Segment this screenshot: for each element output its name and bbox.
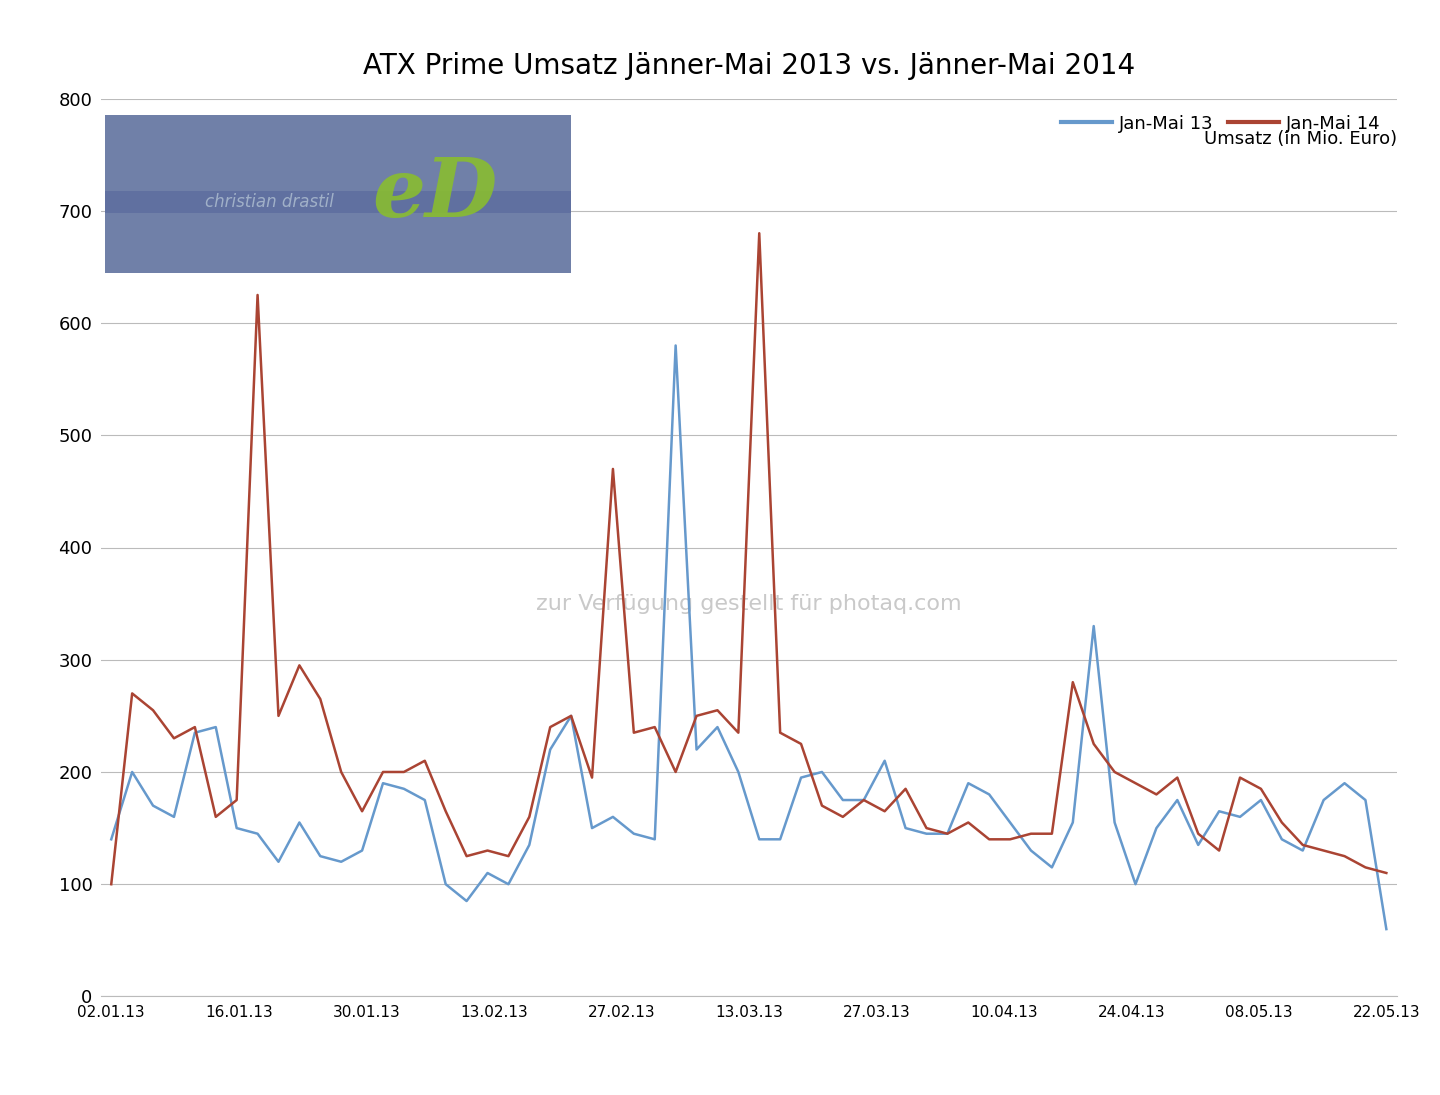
Text: Umsatz (in Mio. Euro): Umsatz (in Mio. Euro) <box>1204 130 1397 148</box>
Bar <box>105 191 572 214</box>
Text: eD: eD <box>373 154 498 234</box>
Text: christian drastil: christian drastil <box>206 193 334 211</box>
Legend: Jan-Mai 13, Jan-Mai 14: Jan-Mai 13, Jan-Mai 14 <box>1054 107 1388 140</box>
Bar <box>105 115 572 273</box>
Title: ATX Prime Umsatz Jänner-Mai 2013 vs. Jänner-Mai 2014: ATX Prime Umsatz Jänner-Mai 2013 vs. Jän… <box>363 51 1135 80</box>
Text: zur Verfügung gestellt für photaq.com: zur Verfügung gestellt für photaq.com <box>536 593 962 613</box>
